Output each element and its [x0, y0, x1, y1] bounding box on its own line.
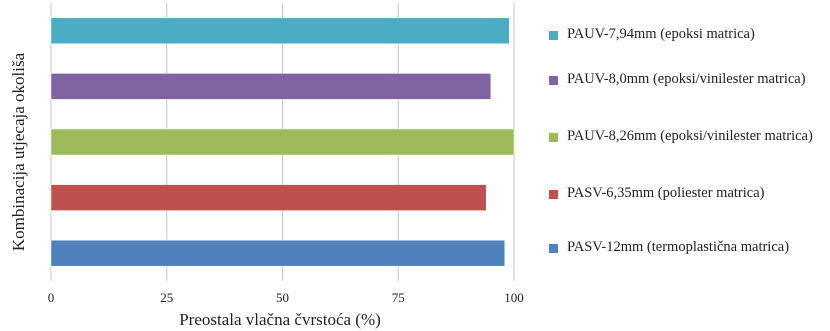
legend-item: PAUV-7,94mm (epoksi matrica) — [549, 25, 829, 44]
legend-label: PAUV-8,0mm (epoksi/vinilester matrica) — [567, 71, 806, 87]
legend-item: PASV-12mm (termoplastična matrica) — [549, 238, 829, 257]
x-tick-labels: 0 25 50 75 100 — [48, 290, 524, 305]
bar-2 — [50, 128, 515, 156]
legend-swatch — [549, 133, 558, 142]
legend-item: PASV-6,35mm (poliester matrica) — [549, 184, 829, 203]
legend-label: PASV-6,35mm (poliester matrica) — [567, 185, 765, 201]
bar-0 — [50, 17, 510, 45]
legend-swatch — [549, 31, 558, 40]
x-tick-label: 50 — [276, 290, 289, 305]
x-tick-label: 100 — [504, 290, 524, 305]
legend-label: PASV-12mm (termoplastična matrica) — [567, 239, 790, 255]
legend-swatch — [549, 190, 558, 199]
legend: PAUV-7,94mm (epoksi matrica) PAUV-8,0mm (… — [549, 0, 830, 300]
x-tick-label: 0 — [48, 290, 55, 305]
x-tick-label: 25 — [160, 290, 173, 305]
bar-4 — [50, 239, 505, 267]
legend-label: PAUV-7,94mm (epoksi matrica) — [567, 26, 755, 42]
bar-1 — [50, 73, 492, 100]
legend-item: PAUV-8,0mm (epoksi/vinilester matrica) — [549, 70, 829, 89]
bar-3 — [50, 184, 487, 211]
legend-label: PAUV-8,26mm (epoksi/vinilester matrica) — [567, 128, 813, 144]
x-axis-title: Preostala vlačna čvrstoća (%) — [179, 310, 381, 329]
legend-swatch — [549, 76, 558, 85]
legend-item: PAUV-8,26mm (epoksi/vinilester matrica) — [549, 127, 829, 146]
x-tick-label: 75 — [392, 290, 405, 305]
bars — [50, 17, 515, 267]
legend-swatch — [549, 244, 558, 253]
y-axis-title: Kombinacija utjecaja okoliša — [9, 52, 28, 251]
